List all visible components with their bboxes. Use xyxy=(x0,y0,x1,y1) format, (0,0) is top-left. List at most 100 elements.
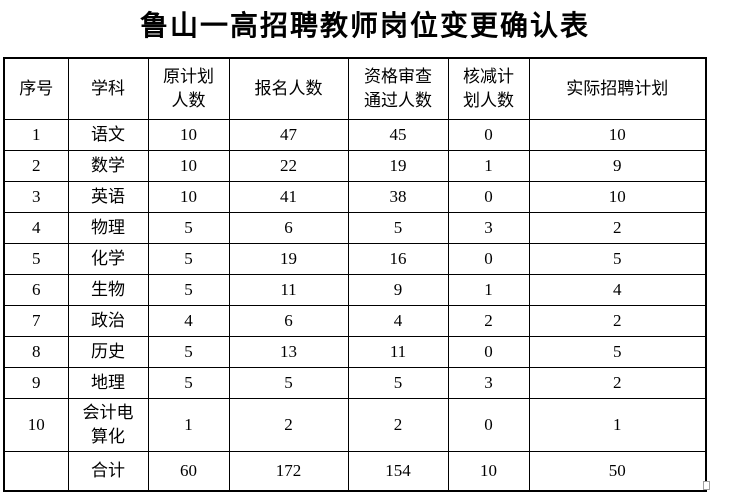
table-cell: 2 xyxy=(228,398,349,452)
table-cell: 地理 xyxy=(67,367,149,399)
table-cell: 6 xyxy=(228,305,349,337)
table-cell: 5 xyxy=(228,367,349,399)
table-cell: 7 xyxy=(3,305,69,337)
table-cell: 生物 xyxy=(67,274,149,306)
table-cell: 9 xyxy=(3,367,69,399)
table-cell: 5 xyxy=(347,212,449,244)
table-cell: 0 xyxy=(447,119,530,151)
table-cell: 1 xyxy=(447,274,530,306)
table-cell: 13 xyxy=(228,336,349,368)
header-资格审查通过人数: 资格审查 通过人数 xyxy=(347,57,449,120)
table-cell: 2 xyxy=(528,212,707,244)
header-实际招聘计划: 实际招聘计划 xyxy=(528,57,707,120)
table-cell: 47 xyxy=(228,119,349,151)
table-cell: 1 xyxy=(147,398,230,452)
table-cell: 10 xyxy=(528,119,707,151)
table-cell: 4 xyxy=(528,274,707,306)
table-cell: 英语 xyxy=(67,181,149,213)
table-cell: 化学 xyxy=(67,243,149,275)
table-resize-handle[interactable] xyxy=(703,481,710,490)
table-row: 1 语文 10 47 45 0 10 xyxy=(3,119,707,151)
table-cell: 10 xyxy=(147,181,230,213)
table-cell: 0 xyxy=(447,336,530,368)
table-cell: 2 xyxy=(347,398,449,452)
page-title: 鲁山一高招聘教师岗位变更确认表 xyxy=(139,11,590,42)
table-cell: 语文 xyxy=(67,119,149,151)
table-cell xyxy=(3,451,69,492)
recruitment-table: 序号 学科 原计划 人数 报名人数 资格审查 通过人数 核减计 划人数 实际招聘… xyxy=(3,57,707,492)
table-cell: 10 xyxy=(147,150,230,182)
table-row: 4 物理 5 6 5 3 2 xyxy=(3,212,707,244)
table-cell: 6 xyxy=(3,274,69,306)
table-cell: 60 xyxy=(147,451,230,492)
table-cell: 38 xyxy=(347,181,449,213)
table-row: 5 化学 5 19 16 0 5 xyxy=(3,243,707,275)
table-cell: 50 xyxy=(528,451,707,492)
table-cell: 4 xyxy=(347,305,449,337)
table-cell: 172 xyxy=(228,451,349,492)
table-cell: 11 xyxy=(228,274,349,306)
table-cell: 历史 xyxy=(67,336,149,368)
table-cell: 5 xyxy=(147,212,230,244)
table-cell: 会计电 算化 xyxy=(67,398,149,452)
table-row: 合计 60 172 154 10 50 xyxy=(3,451,707,492)
table-cell: 9 xyxy=(347,274,449,306)
table-cell: 5 xyxy=(528,243,707,275)
table-cell: 4 xyxy=(3,212,69,244)
table-row: 9 地理 5 5 5 3 2 xyxy=(3,367,707,399)
table-cell: 2 xyxy=(528,367,707,399)
table-cell: 19 xyxy=(228,243,349,275)
table-cell: 0 xyxy=(447,243,530,275)
table-cell: 0 xyxy=(447,181,530,213)
table-cell: 5 xyxy=(147,243,230,275)
table-row: 8 历史 5 13 11 0 5 xyxy=(3,336,707,368)
table-cell: 10 xyxy=(528,181,707,213)
table-cell: 1 xyxy=(447,150,530,182)
table-cell: 19 xyxy=(347,150,449,182)
table-cell: 6 xyxy=(228,212,349,244)
table-cell: 政治 xyxy=(67,305,149,337)
table-cell: 5 xyxy=(147,367,230,399)
table-cell: 2 xyxy=(528,305,707,337)
header-学科: 学科 xyxy=(67,57,149,120)
table-cell: 5 xyxy=(347,367,449,399)
table-row: 7 政治 4 6 4 2 2 xyxy=(3,305,707,337)
table-cell: 3 xyxy=(3,181,69,213)
table-cell: 5 xyxy=(147,274,230,306)
table-cell: 5 xyxy=(528,336,707,368)
table-row: 6 生物 5 11 9 1 4 xyxy=(3,274,707,306)
table-cell: 3 xyxy=(447,367,530,399)
table-cell: 41 xyxy=(228,181,349,213)
table-cell: 0 xyxy=(447,398,530,452)
table-cell: 16 xyxy=(347,243,449,275)
table-cell: 合计 xyxy=(67,451,149,492)
table-cell: 1 xyxy=(3,119,69,151)
table-cell: 45 xyxy=(347,119,449,151)
table-cell: 10 xyxy=(3,398,69,452)
header-原计划人数: 原计划 人数 xyxy=(147,57,230,120)
table-cell: 154 xyxy=(347,451,449,492)
table-cell: 2 xyxy=(3,150,69,182)
table-cell: 数学 xyxy=(67,150,149,182)
table-cell: 10 xyxy=(447,451,530,492)
header-序号: 序号 xyxy=(3,57,69,120)
table-row: 3 英语 10 41 38 0 10 xyxy=(3,181,707,213)
table-cell: 3 xyxy=(447,212,530,244)
header-核减计划人数: 核减计 划人数 xyxy=(447,57,530,120)
table-cell: 2 xyxy=(447,305,530,337)
table-cell: 1 xyxy=(528,398,707,452)
table-row: 2 数学 10 22 19 1 9 xyxy=(3,150,707,182)
table-cell: 8 xyxy=(3,336,69,368)
table-cell: 4 xyxy=(147,305,230,337)
table-cell: 22 xyxy=(228,150,349,182)
table-cell: 物理 xyxy=(67,212,149,244)
table-cell: 10 xyxy=(147,119,230,151)
table-row: 10 会计电 算化 1 2 2 0 1 xyxy=(3,398,707,452)
table-cell: 9 xyxy=(528,150,707,182)
table-header-row: 序号 学科 原计划 人数 报名人数 资格审查 通过人数 核减计 划人数 实际招聘… xyxy=(3,57,707,120)
table-cell: 5 xyxy=(3,243,69,275)
table-cell: 11 xyxy=(347,336,449,368)
header-报名人数: 报名人数 xyxy=(228,57,349,120)
table-cell: 5 xyxy=(147,336,230,368)
